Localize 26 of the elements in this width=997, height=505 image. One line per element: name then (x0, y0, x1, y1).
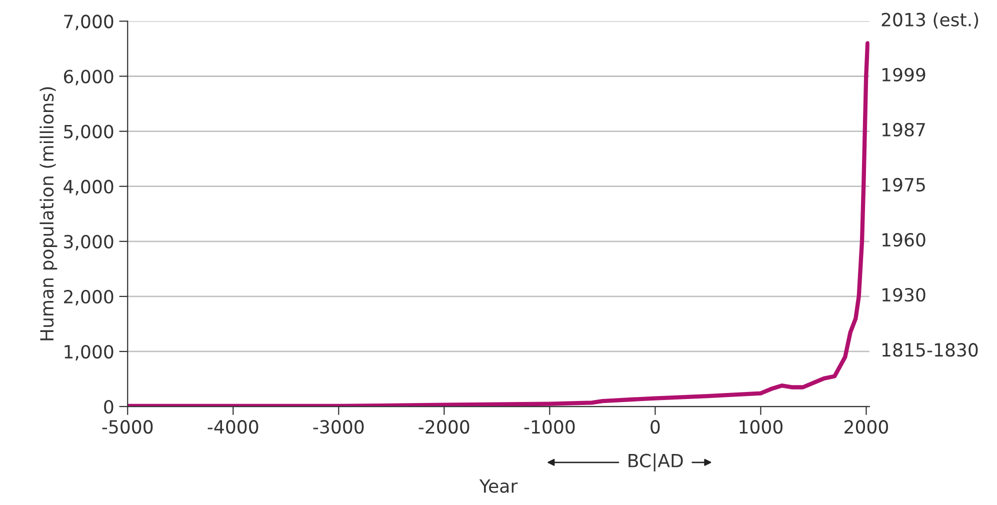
y-tick-label: 6,000 (64, 70, 114, 86)
text: 1960 (882, 232, 926, 247)
x-tick-label: 0 (650, 420, 660, 434)
text: 2013 (est.) (882, 12, 978, 29)
y-tick-label: 3,000 (64, 234, 114, 250)
y-tick-label: 7,000 (64, 14, 114, 30)
text: 1999 (882, 68, 926, 82)
x-tick-label: -2000 (418, 420, 470, 434)
x-tick-label: 2000 (844, 420, 888, 434)
y-tick-label: 2,000 (64, 290, 114, 306)
y-tick-label: 4,000 (64, 180, 114, 196)
x-tick-label: -3000 (313, 420, 364, 434)
text: 1987 (882, 122, 925, 137)
text: 1930 (882, 288, 926, 302)
x-tick-label: -4000 (208, 420, 258, 434)
y-tick-label: 5,000 (64, 124, 114, 140)
text: 1815-1830 (882, 343, 978, 357)
y-tick-label: 0 (104, 400, 114, 414)
y-tick-label: 1,000 (64, 344, 114, 360)
y-axis-title: Human population (millions) (40, 87, 58, 340)
x-axis-title: Year (479, 479, 518, 493)
x-tick-label: -5000 (102, 420, 153, 434)
text: 1975 (882, 178, 925, 192)
x-tick-label: 1000 (740, 420, 782, 434)
text: BC|AD (628, 453, 683, 472)
x-tick-label: -1000 (524, 420, 575, 434)
